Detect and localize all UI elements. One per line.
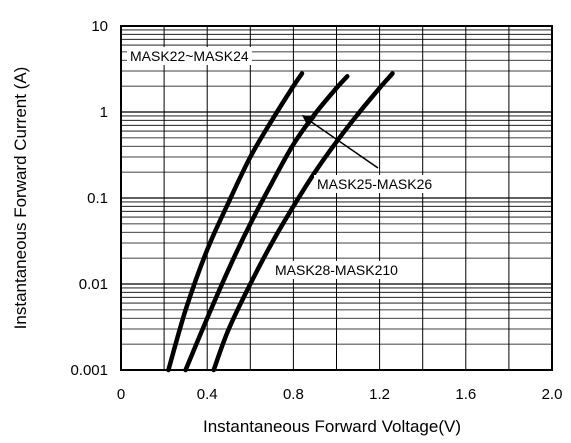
series-line-0 bbox=[166, 71, 305, 373]
x-tick-label: 0.4 bbox=[197, 386, 218, 403]
annotation-mask28-mask210: MASK28-MASK210 bbox=[275, 262, 398, 278]
x-tick-label: 1.2 bbox=[369, 386, 390, 403]
x-tick-label: 1.6 bbox=[455, 386, 476, 403]
annotation-label-background bbox=[127, 47, 252, 65]
annotation-arrow-shaft bbox=[309, 120, 379, 169]
x-tick-label: 0 bbox=[117, 386, 125, 403]
annotation-label-background bbox=[272, 261, 402, 279]
annotation-mask25-mask26: MASK25-MASK26 bbox=[317, 176, 432, 192]
x-axis-label: Instantaneous Forward Voltage(V) bbox=[203, 417, 461, 436]
y-tick-label: 1 bbox=[100, 104, 108, 121]
y-tick-label: 0.1 bbox=[87, 190, 108, 207]
y-tick-labels: 0.001 0.01 0.1 1 10 bbox=[70, 18, 108, 379]
x-tick-labels: 0 0.4 0.8 1.2 1.6 2.0 bbox=[117, 386, 563, 403]
y-axis-label: Instantaneous Forward Current (A) bbox=[11, 67, 30, 330]
x-tick-label: 2.0 bbox=[542, 386, 563, 403]
annotation-mask22-mask24: MASK22~MASK24 bbox=[130, 48, 249, 64]
plot-frame bbox=[120, 25, 553, 371]
annotations: MASK22~MASK24 MASK25-MASK26 MASK28-MASK2… bbox=[127, 47, 436, 279]
annotation-arrow-head bbox=[302, 115, 316, 127]
series-line-1 bbox=[183, 74, 350, 373]
y-tick-label: 0.01 bbox=[79, 276, 108, 293]
series-line-2 bbox=[211, 71, 395, 373]
y-tick-label: 10 bbox=[91, 18, 108, 35]
x-tick-label: 0.8 bbox=[283, 386, 304, 403]
annotation-label-background bbox=[314, 175, 436, 193]
curves bbox=[166, 71, 395, 373]
y-tick-label: 0.001 bbox=[70, 362, 108, 379]
